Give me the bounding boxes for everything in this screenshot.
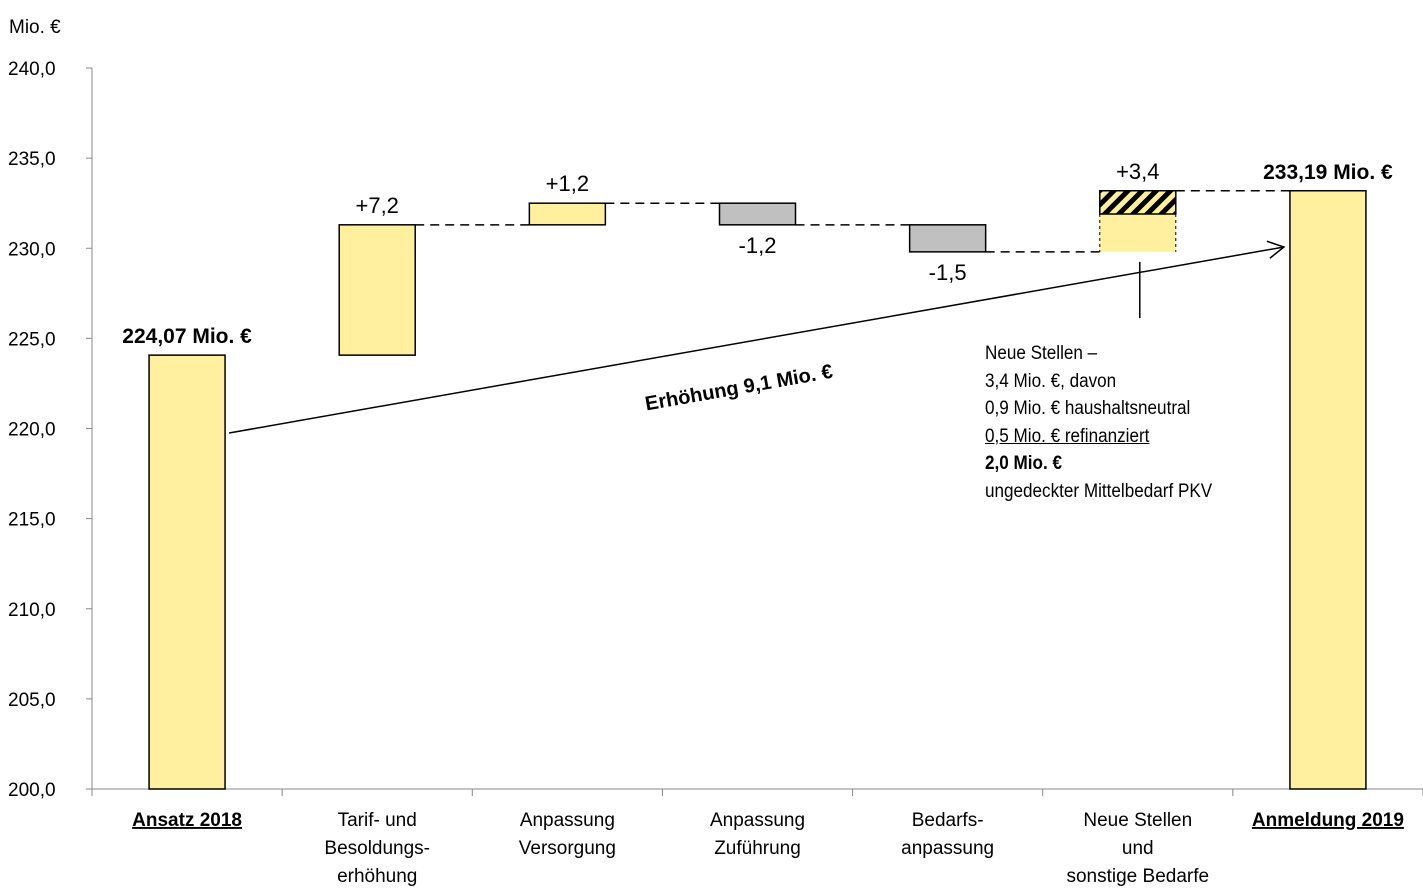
data-label: -1,5 bbox=[929, 260, 967, 285]
bar bbox=[1289, 190, 1367, 790]
x-category-label-line: sonstige Bedarfe bbox=[1066, 866, 1209, 887]
x-category-label: Ansatz 2018 bbox=[132, 810, 242, 831]
connector-lines bbox=[415, 190, 1290, 253]
y-axis-unit-label: Mio. € bbox=[9, 17, 61, 38]
x-category-label-line: und bbox=[1122, 838, 1154, 859]
annotation-line: 2,0 Mio. € bbox=[985, 453, 1062, 474]
bar bbox=[148, 354, 226, 790]
bar bbox=[338, 224, 416, 356]
x-category-label-line: anpassung bbox=[901, 838, 994, 859]
x-category-label: Bedarfs-anpassung bbox=[901, 810, 994, 859]
data-labels: 224,07 Mio. € +7,2 +1,2 -1,2 -1,5 +3,4 233,19 … bbox=[122, 159, 1393, 348]
y-tick-label: 230,0 bbox=[8, 239, 56, 260]
data-label: 233,19 Mio. € bbox=[1263, 161, 1393, 184]
bars-group bbox=[148, 190, 1367, 790]
bar-segment-hatched bbox=[1099, 190, 1177, 215]
arrow-label: Erhöhung 9,1 Mio. € bbox=[643, 361, 834, 416]
x-axis: Ansatz 2018 Tarif- und Besoldungs-erhöhung… bbox=[91, 788, 1423, 887]
annotation-line: Neue Stellen – bbox=[985, 343, 1098, 364]
x-category-label-line: Neue Stellen bbox=[1083, 810, 1192, 831]
y-tick-label: 240,0 bbox=[8, 59, 56, 80]
x-category-label-line: Zuführung bbox=[714, 838, 801, 859]
arrow-head bbox=[1266, 240, 1286, 259]
x-category-label-line: Bedarfs- bbox=[912, 810, 984, 831]
x-category-label: Anpassung Versorgung bbox=[519, 810, 616, 859]
y-tick-label: 215,0 bbox=[8, 510, 56, 531]
y-axis: 200,0 205,0 210,0 215,0 220,0 225,0 230,0 235,0… bbox=[8, 59, 93, 801]
x-category-label: Anmeldung 2019 bbox=[1252, 810, 1404, 831]
data-label: +3,4 bbox=[1116, 159, 1159, 184]
data-label: 224,07 Mio. € bbox=[122, 325, 252, 348]
arrow-line bbox=[228, 246, 1285, 434]
bar-segment-outline bbox=[1099, 214, 1177, 252]
x-category-label-line: Versorgung bbox=[519, 838, 616, 859]
y-tick-label: 220,0 bbox=[8, 420, 56, 441]
new-positions-annotation: Neue Stellen – 3,4 Mio. €, davon 0,9 Mio. … bbox=[985, 340, 1212, 505]
y-tick-label: 225,0 bbox=[8, 329, 56, 350]
data-label: +7,2 bbox=[355, 193, 398, 218]
x-category-label-line: Anpassung bbox=[710, 810, 805, 831]
x-category-label: Neue Stellen und sonstige Bedarfe bbox=[1066, 810, 1209, 887]
bar bbox=[908, 224, 987, 253]
bar bbox=[528, 202, 607, 226]
x-category-label-line: Tarif- und bbox=[338, 810, 417, 831]
x-category-label-line: Anpassung bbox=[520, 810, 615, 831]
x-category-label-line: Besoldungs- bbox=[324, 838, 430, 859]
y-tick-label: 200,0 bbox=[8, 780, 56, 801]
data-label: +1,2 bbox=[546, 171, 589, 196]
y-tick-label: 235,0 bbox=[8, 149, 56, 170]
x-category-label-line: erhöhung bbox=[337, 866, 417, 887]
bar-segment-base bbox=[1099, 214, 1176, 252]
bar bbox=[718, 202, 797, 226]
y-tick-label: 210,0 bbox=[8, 600, 56, 621]
x-category-label: Anpassung Zuführung bbox=[710, 810, 805, 859]
x-category-label-line: Ansatz 2018 bbox=[132, 810, 242, 831]
data-label: -1,2 bbox=[739, 233, 777, 258]
annotation-line: ungedeckter Mittelbedarf PKV bbox=[985, 480, 1213, 502]
x-category-label: Tarif- und Besoldungs-erhöhung bbox=[324, 810, 430, 887]
annotation-line: 0,5 Mio. € refinanziert bbox=[985, 425, 1150, 447]
y-tick-label: 205,0 bbox=[8, 690, 56, 711]
annotation-line: 0,9 Mio. € haushaltsneutral bbox=[985, 398, 1191, 419]
x-category-label-line: Anmeldung 2019 bbox=[1252, 810, 1404, 831]
annotation-line: 3,4 Mio. €, davon bbox=[985, 370, 1117, 392]
